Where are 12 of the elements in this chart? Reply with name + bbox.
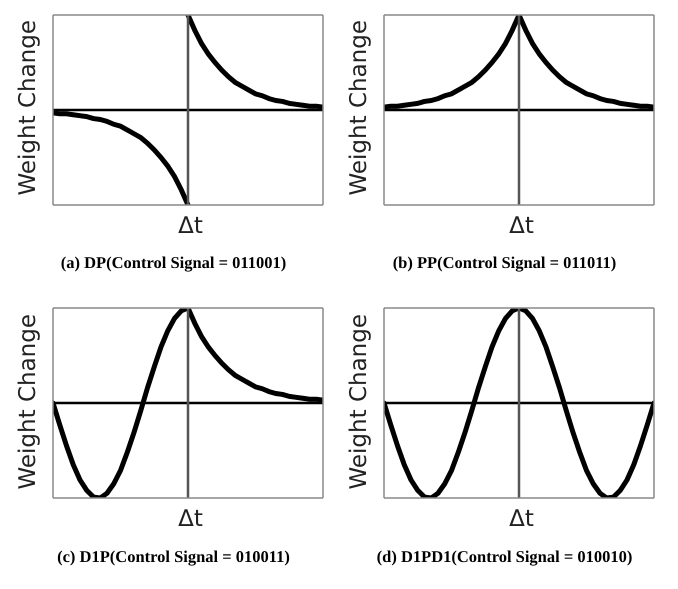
text: (c) D1P(Control Signal = 010011)	[57, 546, 290, 567]
text: (d) D1PD1(Control Signal = 010010)	[376, 546, 632, 567]
text: (b) PP(Control Signal = 011011)	[392, 253, 616, 274]
y-axis-title: Weight Change	[346, 314, 372, 490]
x-axis-title: Δt	[509, 213, 534, 240]
y-axis-title: Weight Change	[346, 20, 372, 196]
y-axis-title: Weight Change	[15, 20, 41, 196]
x-axis-title: Δt	[178, 506, 203, 533]
x-axis-title: Δt	[178, 213, 203, 240]
text: (a) DP(Control Signal = 011001)	[60, 253, 286, 274]
y-axis-title: Weight Change	[15, 314, 41, 490]
x-axis-title: Δt	[509, 506, 534, 533]
